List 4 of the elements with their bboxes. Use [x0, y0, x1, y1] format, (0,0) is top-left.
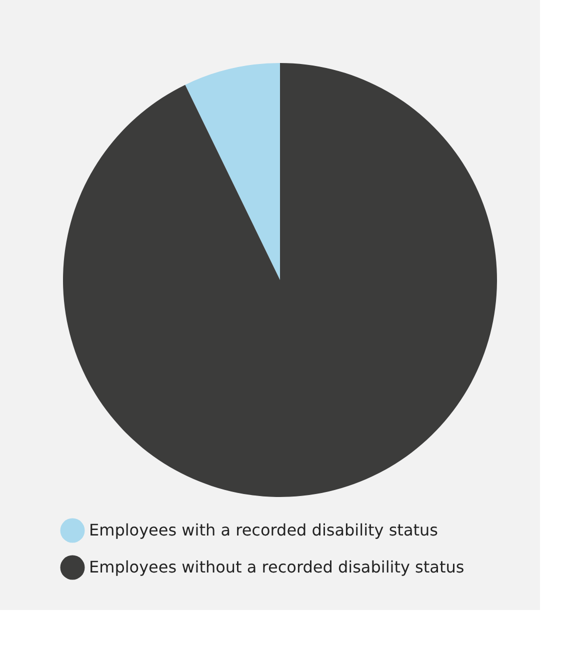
pie-slice: [185, 63, 280, 280]
legend-label: Employees without a recorded disability status: [89, 558, 464, 576]
legend-label: Employees with a recorded disability status: [89, 520, 438, 540]
pie-slice: [63, 63, 497, 497]
